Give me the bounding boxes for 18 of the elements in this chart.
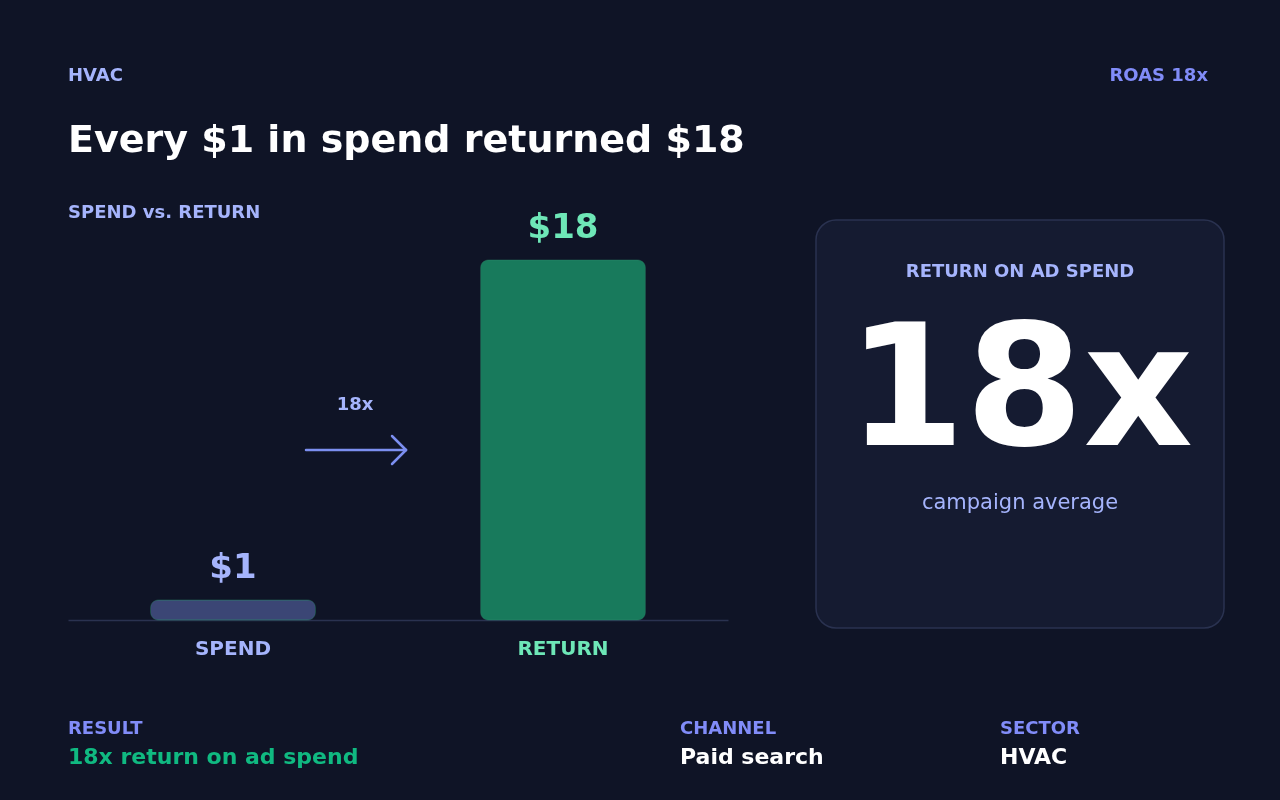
chart-title: Every $1 in spend returned $18 bbox=[68, 117, 745, 161]
text: CHANNEL bbox=[680, 717, 777, 738]
text: HVAC bbox=[1000, 744, 1068, 769]
text: RETURN ON AD SPEND bbox=[905, 260, 1135, 281]
text: HVAC bbox=[68, 64, 123, 85]
text: RESULT bbox=[68, 717, 144, 738]
x-tick-label: SPEND bbox=[194, 636, 272, 660]
x-tick-label: RETURN bbox=[517, 636, 609, 660]
text: Paid search bbox=[680, 744, 824, 769]
text: 18x bbox=[846, 287, 1194, 485]
data-label: $18 bbox=[527, 206, 599, 246]
text: SECTOR bbox=[1000, 717, 1081, 738]
text: 18x return on ad spend bbox=[68, 744, 359, 769]
text: ROAS 18x bbox=[1109, 64, 1209, 85]
data-label: $1 bbox=[209, 546, 257, 586]
annotation: 18x bbox=[336, 393, 374, 414]
chart-subtitle: SPEND vs. RETURN bbox=[68, 201, 261, 222]
text: campaign average bbox=[921, 490, 1119, 514]
